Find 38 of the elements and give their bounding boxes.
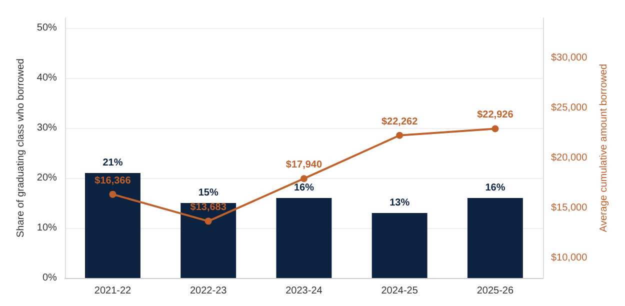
y-tick-label: 30% [36,122,58,134]
data-label: 15% [198,188,218,198]
data-label: $16,366 [94,175,132,186]
x-tick-label: 2022-23 [190,286,228,296]
data-label: $22,262 [381,116,418,128]
x-tick-label: 2024-25 [381,286,418,296]
y2-tick-label: $25,000 [551,102,588,114]
data-label: 21% [102,158,123,168]
y-axis-title: Share of graduating class who borrowed [16,58,26,238]
data-label: $13,683 [190,202,227,214]
bar [467,198,523,278]
y-tick-label: 20% [36,172,58,184]
x-tick-label: 2021-22 [94,286,132,296]
point [204,218,212,225]
data-label: $22,926 [477,110,514,121]
data-label: 16% [294,182,314,194]
bar [180,203,236,278]
x-tick-label: 2025-26 [476,286,514,296]
point [300,175,308,182]
y2-tick-label: $30,000 [551,52,588,64]
point [396,132,404,139]
y2-tick-label: $15,000 [551,202,588,214]
y2-axis-title: Average cumulative amount borrowed [598,64,610,232]
y-tick-label: 10% [36,222,58,234]
y-tick-label: 0% [42,272,58,284]
y2-tick-label: $10,000 [551,252,588,264]
bar [372,213,428,278]
data-label: 13% [390,198,410,208]
bar [84,173,140,278]
point [109,190,116,198]
point [492,125,499,132]
y-tick-label: 40% [36,72,58,84]
bar [276,198,332,278]
x-tick-label: 2023-24 [286,286,323,296]
y-tick-label: 50% [36,22,58,34]
y2-tick-label: $20,000 [551,152,588,164]
data-label: 16% [485,182,506,194]
data-label: $17,940 [286,160,322,171]
